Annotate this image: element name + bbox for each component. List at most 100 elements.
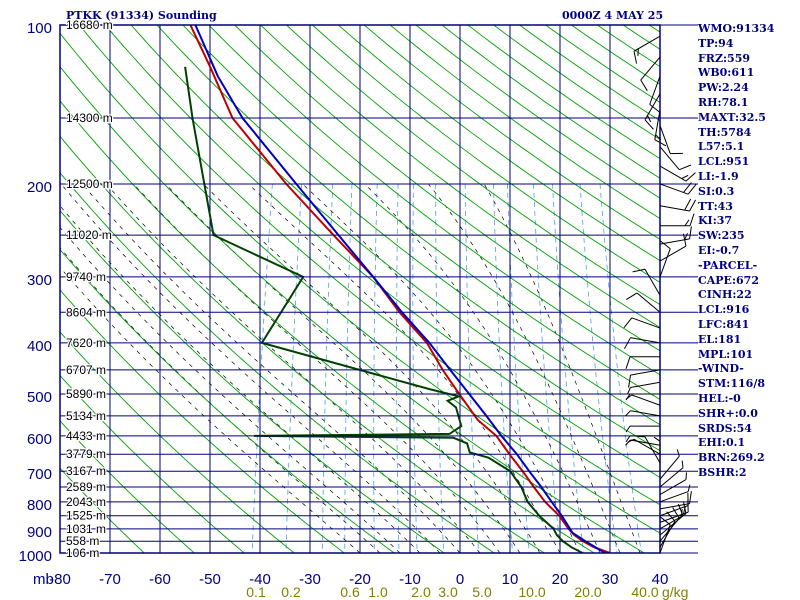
wind-barb-feather: [623, 317, 633, 329]
wind-barb-feather: [655, 134, 662, 141]
temperature-tick-label: -30: [299, 571, 321, 588]
wind-barb-feather: [625, 425, 631, 433]
wind-barb-feather: [649, 103, 660, 113]
wind-barb-staff: [630, 337, 661, 344]
wind-barb-staff: [659, 479, 687, 495]
index-line: HEL:-0: [698, 391, 741, 405]
wind-barb-feather: [653, 436, 661, 442]
index-line: FRZ:559: [698, 51, 751, 65]
wind-barb-staff: [659, 503, 690, 510]
mixing-ratio-label: 10.0: [518, 584, 545, 600]
wind-barb-staff: [644, 269, 661, 296]
wind-barb: [625, 356, 660, 369]
mixing-ratio-unit: g/kg: [662, 584, 688, 600]
wind-barb-staff: [659, 467, 684, 488]
index-line: LCL:951: [698, 155, 750, 169]
wind-barb-staff: [630, 410, 661, 417]
wind-barb: [628, 369, 661, 388]
index-line: WB0:611: [698, 66, 755, 80]
wind-barb-feather: [689, 226, 692, 239]
wind-barb: [654, 110, 667, 147]
index-line: MPL:101: [698, 347, 754, 361]
temperature-tick-label: -60: [149, 571, 171, 588]
dry-adiabat: [208, 25, 660, 376]
index-line: -PARCEL-: [698, 258, 758, 272]
moist-adiabat: [203, 183, 541, 553]
temperature-tick-label: -40: [249, 571, 271, 588]
dry-adiabat: [60, 420, 195, 553]
wind-barb: [659, 492, 689, 517]
wind-barb-staff: [649, 75, 661, 105]
height-label: 1031 m: [66, 522, 106, 536]
wind-barb: [649, 75, 661, 113]
dry-adiabat: [60, 135, 546, 553]
wind-barb-staff: [659, 491, 689, 503]
mixing-ratio-label: 0.2: [281, 584, 301, 600]
moist-adiabat: [60, 247, 381, 553]
index-line: MAXT:32.5: [698, 110, 766, 124]
wind-barb-feather: [683, 506, 686, 514]
wind-barb: [659, 226, 692, 245]
temperature-tick-label: 10: [502, 571, 519, 588]
wind-barb: [625, 439, 661, 446]
wind-barb: [659, 146, 692, 171]
dry-adiabat: [234, 25, 660, 352]
mixing-ratio-label: 3.0: [438, 584, 458, 600]
wind-barb-feather: [625, 410, 631, 417]
index-line: EHI:0.1: [698, 436, 746, 450]
stability-indices-panel: WMO:91334 TP:94 FRZ:559 WB0:611 PW:2.24 RH:78…: [698, 22, 798, 481]
wind-barb-feather: [689, 199, 697, 212]
wind-barb-feather: [623, 337, 631, 350]
pressure-tick-label: 100: [27, 20, 52, 37]
wind-barb: [625, 410, 661, 417]
height-label: 7620 m: [66, 336, 106, 350]
wind-barb: [659, 165, 696, 182]
wind-barb-staff: [630, 381, 661, 388]
wind-barb: [659, 449, 680, 480]
dry-adiabat: [60, 248, 396, 553]
pressure-tick-label: 400: [27, 338, 52, 355]
wind-barb: [660, 213, 695, 227]
index-line: SI:0.3: [698, 184, 735, 198]
dry-adiabat: [60, 331, 296, 553]
wind-barb-feather: [689, 213, 695, 226]
index-line: LI:-1.9: [698, 169, 739, 183]
height-label: 4433 m: [66, 429, 106, 443]
moist-adiabat: [483, 183, 641, 553]
wind-barb-feather: [633, 51, 638, 64]
wind-barb-feather: [684, 219, 690, 227]
height-label: 14300 m: [66, 111, 113, 125]
dry-adiabat: [286, 25, 660, 306]
wind-barb-feather: [672, 507, 680, 519]
height-label: 5134 m: [66, 409, 106, 423]
mixing-ratio-label: 2.0: [411, 584, 431, 600]
index-line: CAPE:672: [698, 273, 759, 287]
mixing-ratio-label: 0.1: [246, 584, 266, 600]
height-label: 3779 m: [66, 447, 106, 461]
index-line: WMO:91334: [698, 22, 775, 35]
wind-barb-feather: [628, 375, 631, 388]
plot-border: [59, 24, 661, 554]
index-line: SW:235: [698, 229, 745, 243]
wind-barb-feather: [684, 198, 692, 211]
wind-barb-feather: [681, 460, 684, 468]
wind-barb-feather: [632, 268, 646, 273]
wind-barb: [633, 35, 661, 64]
height-label: 6707 m: [66, 363, 106, 377]
chart-time: 0000Z 4 MAY 25: [562, 9, 664, 22]
index-line: EL:181: [698, 332, 742, 346]
dry-adiabat: [60, 32, 660, 534]
wind-barb: [625, 393, 660, 401]
parcel-line: [194, 25, 606, 553]
wind-barb-feather: [683, 182, 692, 193]
index-line: BRN:269.2: [698, 451, 765, 465]
temperature-tick-label: -80: [49, 571, 71, 588]
y-axis-unit-label: mb: [33, 571, 54, 588]
height-label: 9740 m: [66, 270, 106, 284]
wind-barb-staff: [659, 505, 689, 517]
pressure-tick-label: 500: [27, 389, 52, 406]
temperature-tick-label: 30: [602, 571, 619, 588]
index-line: L57:5.1: [698, 140, 745, 154]
wind-barb-staff: [659, 515, 684, 536]
